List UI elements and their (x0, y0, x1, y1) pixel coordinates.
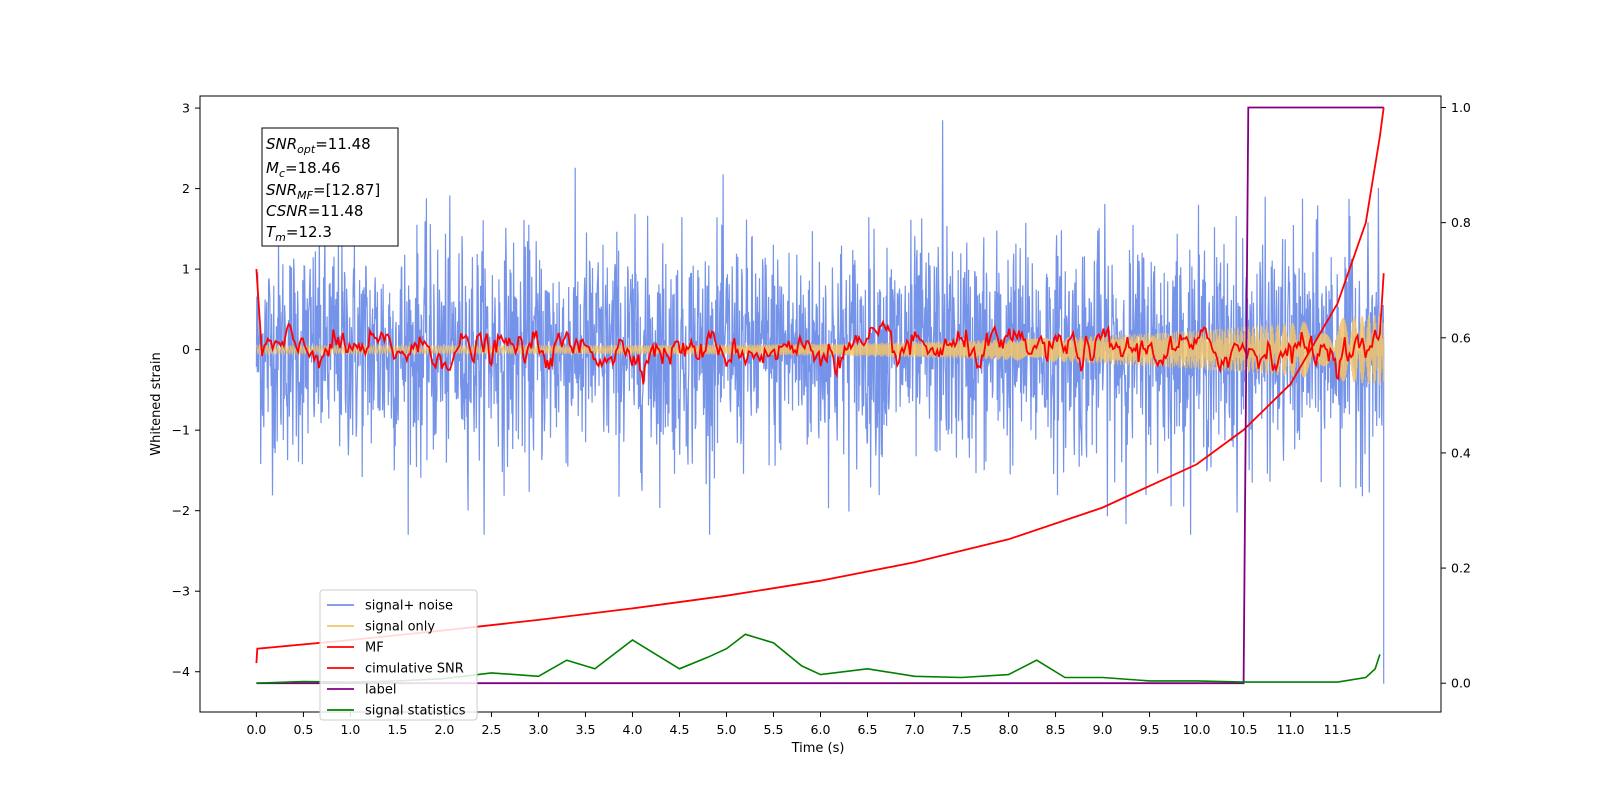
x-tick-label: 7.5 (952, 722, 972, 737)
y-tick-left-label: 2 (182, 181, 190, 196)
y-tick-left-label: 0 (182, 342, 190, 357)
info-snr-mf: SNRMF=[12.87] (266, 181, 380, 202)
x-tick-label: 11.5 (1324, 722, 1352, 737)
legend-label: MF (365, 641, 384, 656)
x-tick-label: 4.0 (623, 722, 643, 737)
y-tick-left-label: −3 (172, 584, 190, 599)
info-csnr: CSNR=11.48 (266, 202, 363, 220)
x-tick-label: 3.0 (529, 722, 549, 737)
y-tick-right-label: 0.4 (1451, 445, 1471, 460)
x-tick-label: 9.0 (1093, 722, 1113, 737)
x-tick-label: 6.5 (858, 722, 878, 737)
info-box: SNRopt=11.48 Mc=18.46 SNRMF=[12.87] CSNR… (261, 127, 399, 247)
x-tick-label: 0.5 (293, 722, 313, 737)
x-tick-label: 11.0 (1277, 722, 1305, 737)
x-tick-label: 8.0 (999, 722, 1019, 737)
y-tick-right-label: 1.0 (1451, 100, 1471, 115)
legend-label: label (365, 683, 396, 698)
x-tick-label: 5.5 (764, 722, 784, 737)
series-label (256, 106, 1384, 685)
y-tick-left-label: 3 (182, 101, 190, 116)
x-tick-label: 0.0 (246, 722, 266, 737)
x-tick-label: 6.0 (811, 722, 831, 737)
legend-label: signal+ noise (365, 599, 453, 614)
x-tick-label: 5.0 (717, 722, 737, 737)
x-tick-label: 10.0 (1183, 722, 1211, 737)
y-tick-left-label: −4 (172, 664, 190, 679)
info-tm: Tm=12.3 (266, 223, 332, 244)
y-axis-left: 3 2 1 0 −1 −2 −3 −4 (172, 101, 200, 679)
y-tick-left-label: −2 (172, 503, 190, 518)
legend: signal+ noise signal only MF cimulative SNR… (319, 589, 478, 721)
y-tick-right-label: 0.6 (1451, 330, 1471, 345)
info-snr-opt: SNRopt=11.48 (266, 135, 371, 156)
x-axis-label: Time (s) (791, 741, 845, 756)
y-axis-right: 1.0 0.8 0.6 0.4 0.2 0.0 (1441, 100, 1471, 691)
x-tick-label: 2.0 (434, 722, 454, 737)
legend-label: signal statistics (365, 704, 466, 719)
x-tick-label: 4.5 (670, 722, 690, 737)
info-mc: Mc=18.46 (266, 159, 341, 180)
x-tick-label: 10.5 (1230, 722, 1258, 737)
y-tick-right-label: 0.2 (1451, 561, 1471, 576)
legend-label: signal only (365, 620, 435, 635)
series-mf (255, 269, 1385, 385)
x-tick-label: 9.5 (1140, 722, 1160, 737)
x-tick-label: 1.5 (387, 722, 407, 737)
y-tick-left-label: 1 (182, 262, 190, 277)
y-tick-right-label: 0.0 (1451, 676, 1471, 691)
x-axis: 0.0 0.5 1.0 1.5 2.0 2.5 3.0 3.5 4.0 4.5 5.0 5.5 6.0 6… (246, 712, 1352, 737)
x-tick-label: 2.5 (482, 722, 502, 737)
y-tick-left-label: −1 (172, 423, 190, 438)
legend-label: cimulative SNR (365, 662, 464, 677)
x-tick-label: 8.5 (1046, 722, 1066, 737)
x-tick-label: 3.5 (576, 722, 596, 737)
y-tick-right-label: 0.8 (1451, 215, 1471, 230)
y-axis-label: Whitened strain (149, 352, 164, 455)
x-tick-label: 1.0 (340, 722, 360, 737)
series-signal-statistics (256, 633, 1381, 684)
x-tick-label: 7.0 (905, 722, 925, 737)
